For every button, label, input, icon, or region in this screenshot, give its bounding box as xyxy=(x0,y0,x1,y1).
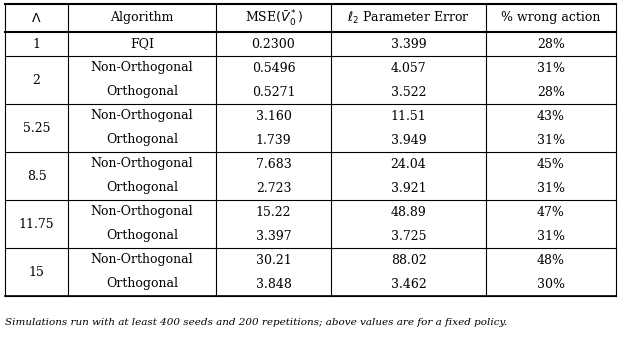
Text: 3.725: 3.725 xyxy=(391,229,426,243)
Text: 31%: 31% xyxy=(537,181,565,195)
Text: 3.160: 3.160 xyxy=(255,109,291,122)
Text: 8.5: 8.5 xyxy=(27,169,46,183)
Text: 11.51: 11.51 xyxy=(390,109,426,122)
Text: 28%: 28% xyxy=(537,38,565,50)
Text: 48%: 48% xyxy=(537,254,565,266)
Text: 31%: 31% xyxy=(537,134,565,147)
Text: 88.02: 88.02 xyxy=(390,254,426,266)
Text: 3.949: 3.949 xyxy=(390,134,426,147)
Text: 3.848: 3.848 xyxy=(255,277,291,290)
Text: 30%: 30% xyxy=(537,277,565,290)
Text: Non-Orthogonal: Non-Orthogonal xyxy=(91,254,193,266)
Text: 15.22: 15.22 xyxy=(256,206,291,218)
Text: $\Lambda$: $\Lambda$ xyxy=(31,11,42,24)
Text: 31%: 31% xyxy=(537,229,565,243)
Text: Non-Orthogonal: Non-Orthogonal xyxy=(91,206,193,218)
Text: Non-Orthogonal: Non-Orthogonal xyxy=(91,61,193,75)
Text: 3.522: 3.522 xyxy=(391,86,426,99)
Text: 0.2300: 0.2300 xyxy=(252,38,296,50)
Text: 47%: 47% xyxy=(537,206,565,218)
Text: 3.921: 3.921 xyxy=(390,181,426,195)
Text: % wrong action: % wrong action xyxy=(501,11,601,24)
Text: MSE$(\bar{V}_0^*)$: MSE$(\bar{V}_0^*)$ xyxy=(244,8,303,28)
Text: 28%: 28% xyxy=(537,86,565,99)
Text: Non-Orthogonal: Non-Orthogonal xyxy=(91,158,193,170)
Text: Simulations run with at least 400 seeds and 200 repetitions; above values are fo: Simulations run with at least 400 seeds … xyxy=(5,318,508,327)
Text: Orthogonal: Orthogonal xyxy=(106,134,178,147)
Text: 0.5271: 0.5271 xyxy=(252,86,295,99)
Text: 11.75: 11.75 xyxy=(19,217,54,230)
Text: 3.399: 3.399 xyxy=(390,38,426,50)
Text: 31%: 31% xyxy=(537,61,565,75)
Text: 5.25: 5.25 xyxy=(23,121,51,135)
Text: 0.5496: 0.5496 xyxy=(252,61,295,75)
Text: 3.397: 3.397 xyxy=(256,229,291,243)
Text: 1: 1 xyxy=(33,38,40,50)
Text: FQI: FQI xyxy=(130,38,154,50)
Text: 45%: 45% xyxy=(537,158,565,170)
Text: Orthogonal: Orthogonal xyxy=(106,181,178,195)
Text: Orthogonal: Orthogonal xyxy=(106,86,178,99)
Text: Orthogonal: Orthogonal xyxy=(106,229,178,243)
Text: Algorithm: Algorithm xyxy=(110,11,173,24)
Text: Non-Orthogonal: Non-Orthogonal xyxy=(91,109,193,122)
Text: 43%: 43% xyxy=(537,109,565,122)
Text: 24.04: 24.04 xyxy=(390,158,426,170)
Text: 30.21: 30.21 xyxy=(255,254,291,266)
Text: 1.739: 1.739 xyxy=(256,134,291,147)
Text: 7.683: 7.683 xyxy=(255,158,291,170)
Text: $\ell_2$ Parameter Error: $\ell_2$ Parameter Error xyxy=(347,10,470,26)
Text: Orthogonal: Orthogonal xyxy=(106,277,178,290)
Text: 4.057: 4.057 xyxy=(390,61,426,75)
Text: 3.462: 3.462 xyxy=(390,277,426,290)
Text: 48.89: 48.89 xyxy=(390,206,426,218)
Text: 15: 15 xyxy=(29,266,44,278)
Text: 2: 2 xyxy=(33,73,40,87)
Text: 2.723: 2.723 xyxy=(256,181,291,195)
